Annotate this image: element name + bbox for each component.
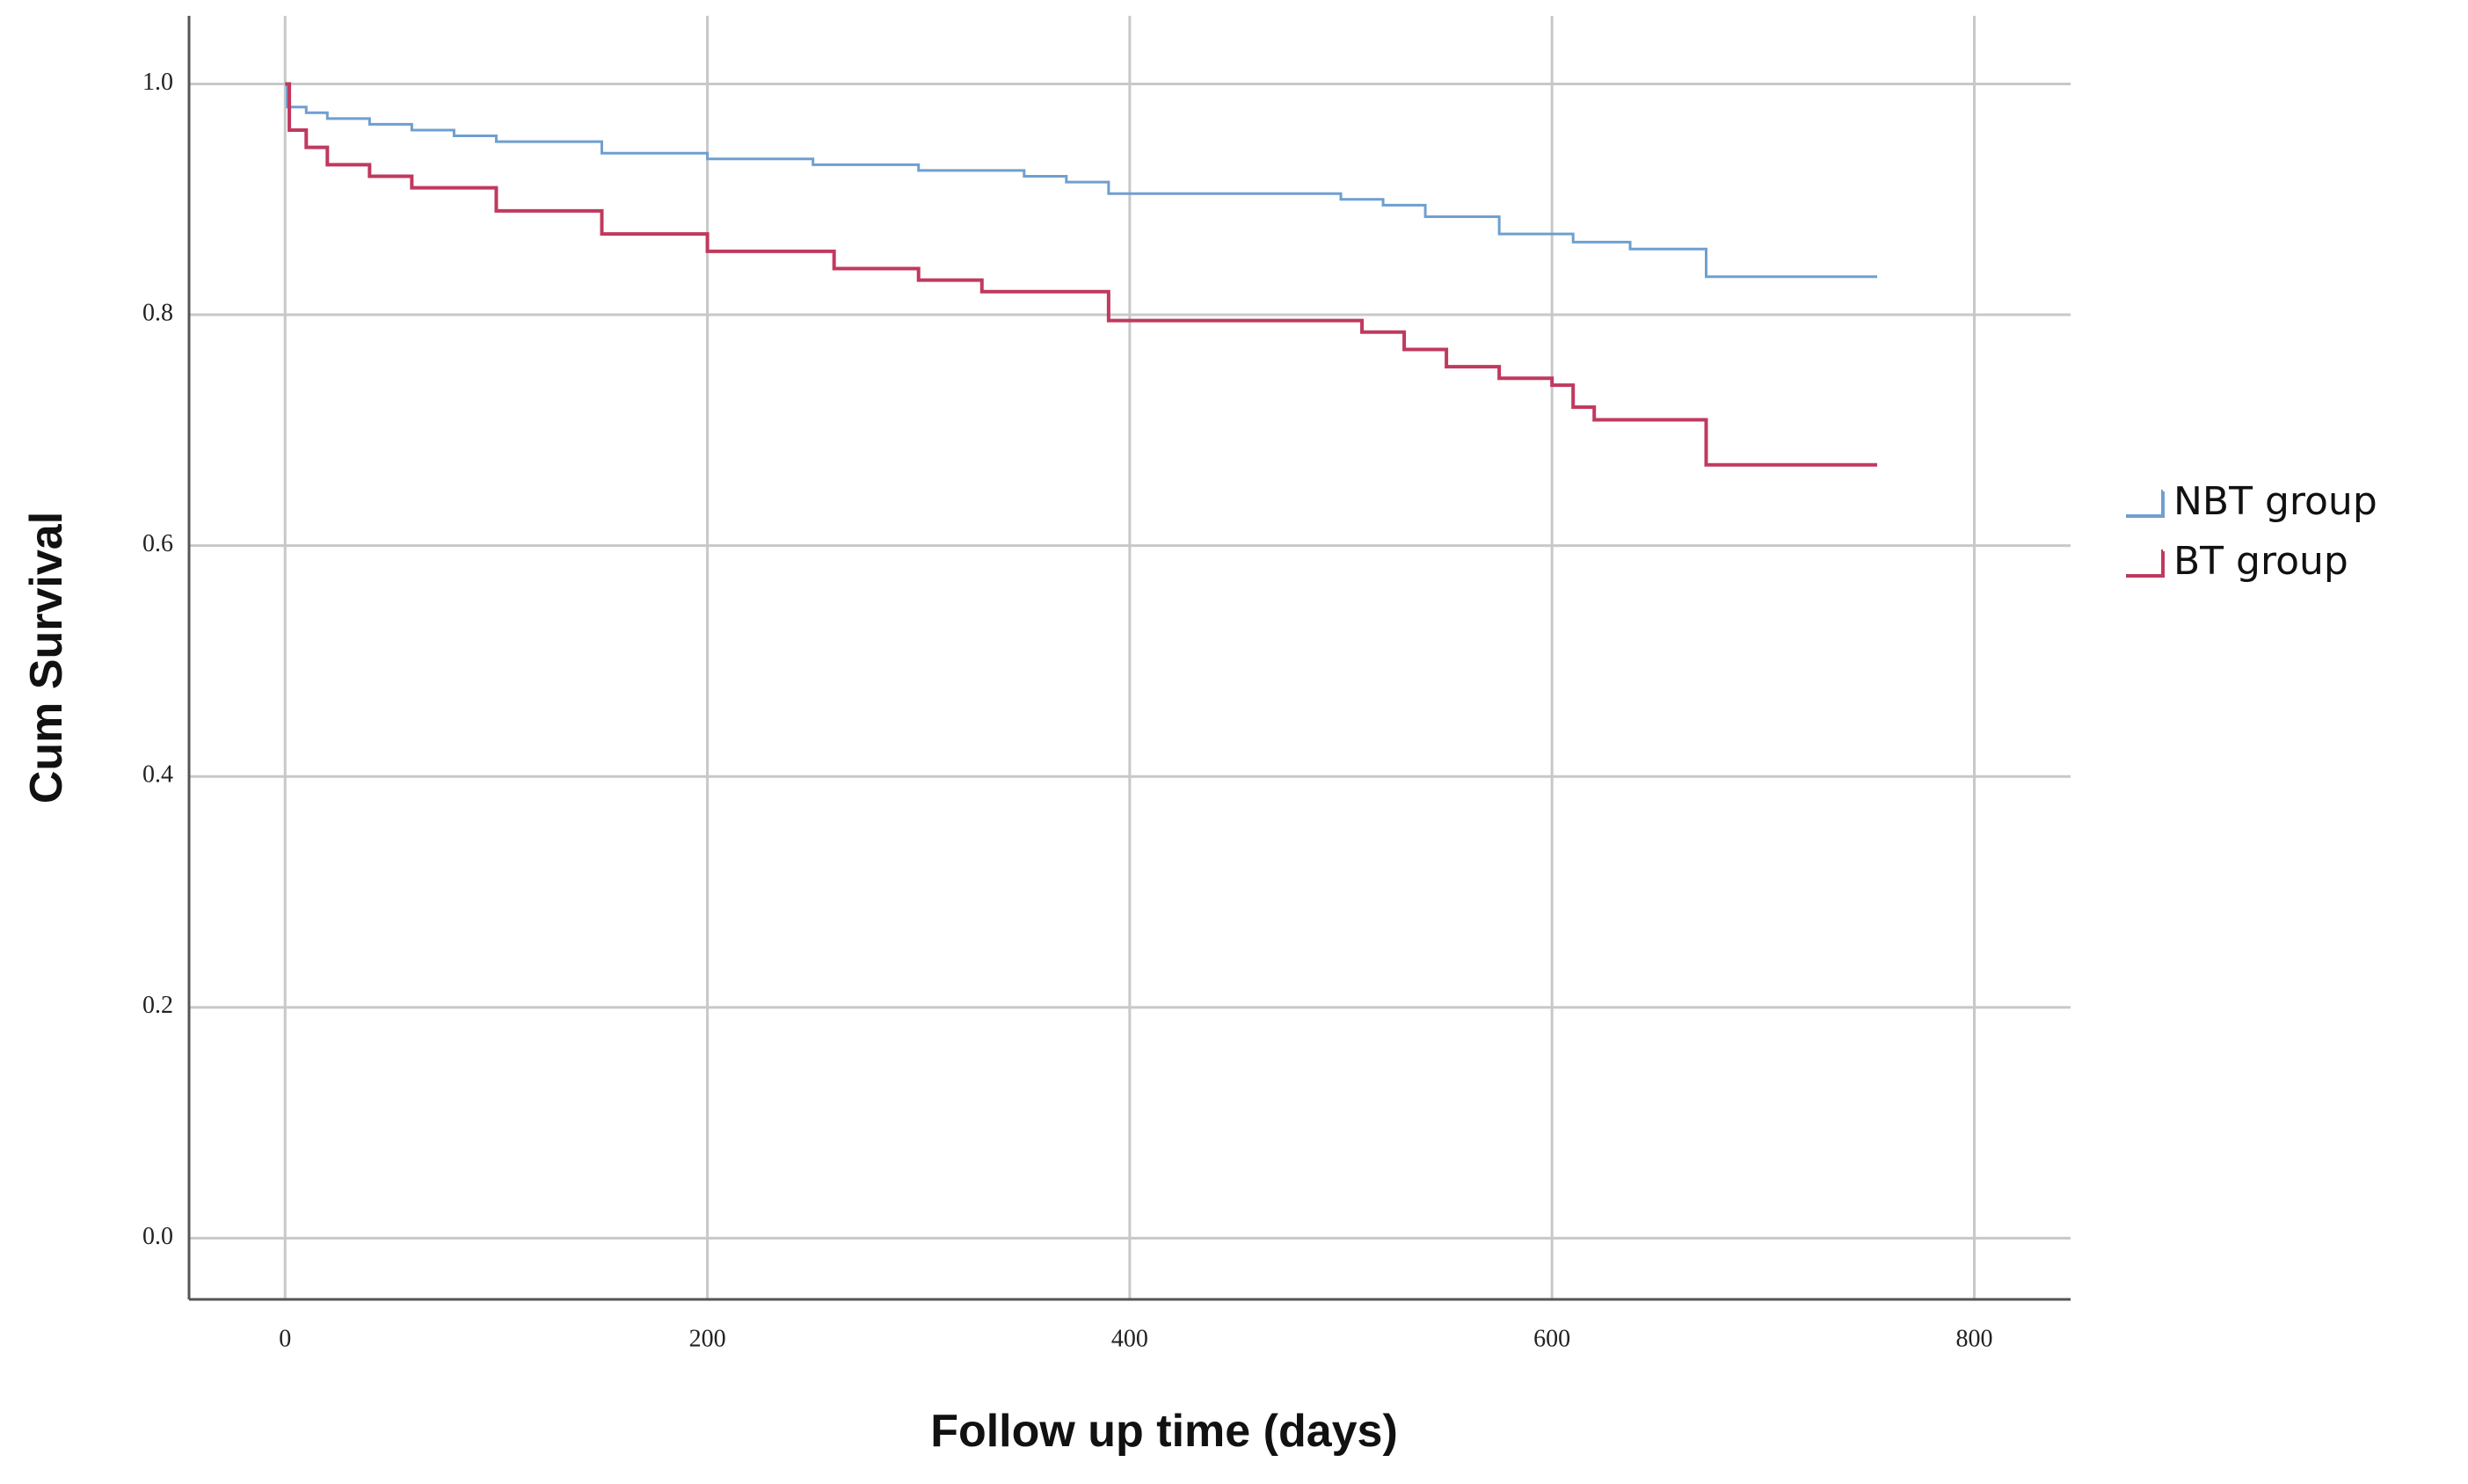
- y-tick-label: 0.8: [142, 299, 173, 326]
- legend-swatch: [2126, 490, 2165, 518]
- y-tick-label: 0.4: [142, 761, 173, 789]
- y-tick-label: 0.0: [142, 1223, 173, 1250]
- y-tick-label: 1.0: [142, 69, 173, 96]
- legend-label: NBT group: [2173, 479, 2377, 524]
- survival-curve: [285, 82, 1878, 467]
- x-tick-label: 200: [689, 1325, 726, 1352]
- x-tick-label: 0: [279, 1325, 291, 1352]
- x-tick-label: 400: [1111, 1325, 1148, 1352]
- y-tick-label: 0.2: [142, 992, 173, 1019]
- y-tick-label: 0.6: [142, 530, 173, 557]
- survival-curve: [285, 82, 1878, 279]
- legend-label: BT group: [2173, 539, 2348, 584]
- x-tick-label: 800: [1955, 1325, 1992, 1352]
- x-axis-label: Follow up time (days): [930, 1406, 1398, 1457]
- y-axis-label: Cum Survival: [21, 512, 72, 804]
- x-tick-label: 600: [1533, 1325, 1570, 1352]
- legend-swatch: [2126, 549, 2165, 578]
